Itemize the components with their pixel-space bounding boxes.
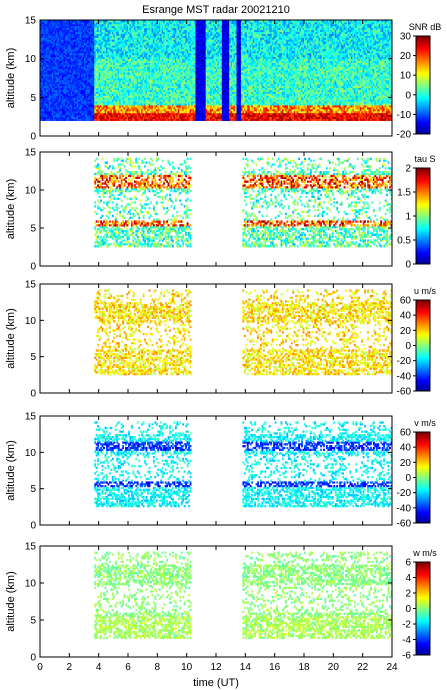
heatmap-cells <box>40 20 392 121</box>
figure-title: Esrange MST radar 20021210 <box>142 4 290 16</box>
x-axis-label: time (UT) <box>193 677 239 689</box>
